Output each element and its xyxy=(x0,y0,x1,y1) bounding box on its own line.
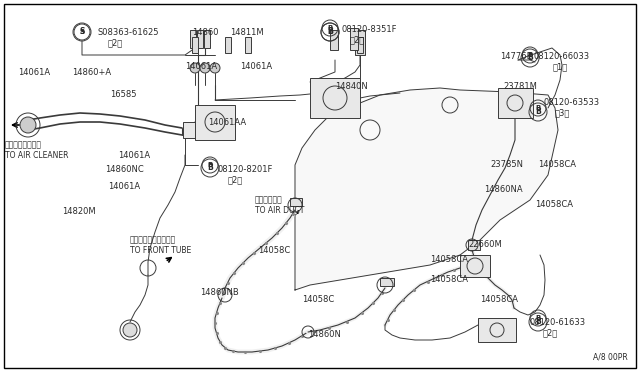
Text: 22660M: 22660M xyxy=(468,240,502,249)
Bar xyxy=(310,78,360,118)
Text: 14061A: 14061A xyxy=(18,68,50,77)
Text: B: B xyxy=(328,25,333,31)
Text: 08120-63533: 08120-63533 xyxy=(543,98,599,107)
Text: （1）: （1） xyxy=(553,62,568,71)
Text: 14058C: 14058C xyxy=(302,295,334,304)
Circle shape xyxy=(123,323,137,337)
Text: 14058CA: 14058CA xyxy=(430,275,468,284)
Text: 14860+A: 14860+A xyxy=(72,68,111,77)
Text: 23785N: 23785N xyxy=(490,160,523,169)
Circle shape xyxy=(210,63,220,73)
Text: 14820M: 14820M xyxy=(62,207,95,216)
Text: 14860N: 14860N xyxy=(308,330,341,339)
Circle shape xyxy=(200,63,210,73)
Text: エアダクトへ: エアダクトへ xyxy=(255,195,283,204)
Text: S08363-61625: S08363-61625 xyxy=(98,28,159,37)
Bar xyxy=(245,37,251,53)
Text: （2）: （2） xyxy=(228,175,243,184)
Bar xyxy=(498,88,533,118)
Text: 14860NC: 14860NC xyxy=(105,165,144,174)
Text: B: B xyxy=(527,54,533,62)
Text: B: B xyxy=(536,105,541,111)
Bar xyxy=(357,37,363,53)
Bar xyxy=(183,122,201,138)
Bar xyxy=(192,37,198,53)
Text: 14776E: 14776E xyxy=(500,52,532,61)
Text: 08120-8351F: 08120-8351F xyxy=(342,25,397,34)
Text: B: B xyxy=(327,28,333,36)
Circle shape xyxy=(20,117,36,133)
Text: 14058CA: 14058CA xyxy=(538,160,576,169)
Text: （2）: （2） xyxy=(543,328,558,337)
Bar xyxy=(460,255,490,277)
Text: 14061A: 14061A xyxy=(118,151,150,160)
Text: 14860NA: 14860NA xyxy=(484,185,523,194)
Circle shape xyxy=(190,63,200,73)
Text: 08120-61633: 08120-61633 xyxy=(530,318,586,327)
Bar xyxy=(197,30,203,48)
Text: B: B xyxy=(527,52,532,58)
Text: 08120-8201F: 08120-8201F xyxy=(218,165,273,174)
Text: フロント　チューブへ: フロント チューブへ xyxy=(130,235,176,244)
Text: 14061A: 14061A xyxy=(185,62,217,71)
Text: TO AIR CLEANER: TO AIR CLEANER xyxy=(5,151,68,160)
Text: B: B xyxy=(536,315,541,321)
Bar xyxy=(350,28,358,50)
Text: エア　クリーナへ: エア クリーナへ xyxy=(5,140,42,149)
Text: S: S xyxy=(79,29,84,35)
Text: 14860: 14860 xyxy=(192,28,218,37)
Text: 23781M: 23781M xyxy=(503,82,537,91)
Bar xyxy=(355,30,365,55)
Bar xyxy=(330,30,338,50)
Text: B: B xyxy=(535,317,541,327)
Bar xyxy=(380,278,394,286)
Text: 14058CA: 14058CA xyxy=(430,255,468,264)
Text: TO AIR DUCT: TO AIR DUCT xyxy=(255,206,305,215)
Bar xyxy=(204,30,210,48)
Text: 14860NB: 14860NB xyxy=(200,288,239,297)
Text: 16585: 16585 xyxy=(110,90,136,99)
Bar xyxy=(478,318,516,342)
Text: 14840N: 14840N xyxy=(335,82,368,91)
Text: B: B xyxy=(207,162,212,168)
Text: （2）: （2） xyxy=(108,38,124,47)
Polygon shape xyxy=(295,88,558,290)
Bar xyxy=(225,37,231,53)
Bar xyxy=(190,30,196,48)
Bar xyxy=(195,105,235,140)
Text: S: S xyxy=(79,28,84,36)
Text: 14058C: 14058C xyxy=(258,246,291,255)
Text: 14061A: 14061A xyxy=(240,62,272,71)
Text: 14061A: 14061A xyxy=(108,182,140,191)
Text: B: B xyxy=(207,164,213,173)
Text: 14811M: 14811M xyxy=(230,28,264,37)
Text: TO FRONT TUBE: TO FRONT TUBE xyxy=(130,246,191,255)
Text: 14061AA: 14061AA xyxy=(208,118,246,127)
Text: B: B xyxy=(535,108,541,116)
Text: 14058CA: 14058CA xyxy=(480,295,518,304)
Bar xyxy=(290,198,302,206)
Text: B: B xyxy=(327,28,333,36)
Text: A/8 00PR: A/8 00PR xyxy=(593,353,628,362)
Text: （3）: （3） xyxy=(555,108,570,117)
Text: （2）: （2） xyxy=(350,35,365,44)
Bar xyxy=(468,240,480,250)
Text: 08120-66033: 08120-66033 xyxy=(534,52,590,61)
Text: 14058CA: 14058CA xyxy=(535,200,573,209)
